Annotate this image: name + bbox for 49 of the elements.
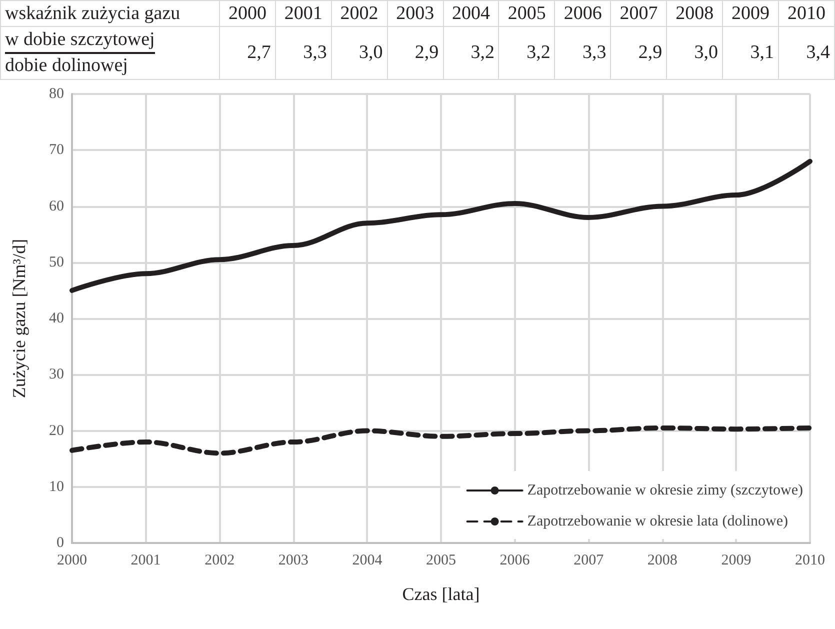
x-tick-label: 2009 [721,552,752,568]
text: 3,1 [722,26,778,80]
category-label: 2009 [731,2,770,24]
text: dobie dolinowej [5,55,128,76]
x-tick-label: 2006 [500,552,530,568]
y-tick-label: 60 [49,198,64,214]
x-axis-title: Czas [lata] [402,584,480,604]
x-tick-label: 2008 [647,552,678,568]
x-tick-label: 2003 [278,552,308,568]
category-label: 2006 [564,2,602,24]
x-tick-label: 2000 [57,552,87,568]
x-tick-label: 2005 [426,552,456,568]
x-tick-label: 2001 [130,552,161,568]
y-tick-label: 10 [49,478,64,495]
text: w dobie szczytowej [5,28,155,54]
category-label: 2005 [508,2,546,24]
y-tick-label: 70 [49,142,64,158]
y-axis-title: Zużycie gazu [Nm³/d] [9,238,29,398]
text: 3,3 [554,26,611,80]
text: 3,0 [666,26,723,80]
text: 3,2 [498,26,555,80]
x-tick-label: 2004 [352,552,383,568]
legend-label: Zapotrzebowanie w okresie zimy (szczytowe) [527,482,804,498]
x-tick-label: 2010 [795,552,825,568]
y-tick-label: 50 [49,254,64,270]
category-label: 2003 [396,2,434,24]
legend-label: Zapotrzebowanie w okresie lata (dolinowe) [527,514,788,530]
y-tick-label: 80 [49,86,64,102]
y-tick-label: 0 [56,535,64,551]
text: 2,9 [610,26,667,80]
text: 3,4 [778,26,834,80]
text: 3,3 [275,26,332,80]
category-label: 2002 [340,2,378,24]
text: wskaźnik zużycia gazu [0,0,220,26]
category-label: 2004 [452,2,490,24]
y-tick-label: 40 [49,310,64,326]
category-label: 2000 [228,2,266,24]
category-label: 2007 [620,2,658,24]
y-tick-label: 30 [49,366,64,383]
text: 3,0 [331,26,388,80]
text: 2,7 [220,26,276,80]
x-tick-label: 2002 [204,552,235,568]
category-label: 2010 [787,2,826,24]
text: 3,2 [443,26,499,80]
text: 2,9 [387,26,444,80]
y-tick-label: 20 [49,422,64,439]
category-label: 2008 [676,2,714,24]
x-tick-label: 2007 [574,552,604,568]
category-label: 2001 [284,2,322,24]
